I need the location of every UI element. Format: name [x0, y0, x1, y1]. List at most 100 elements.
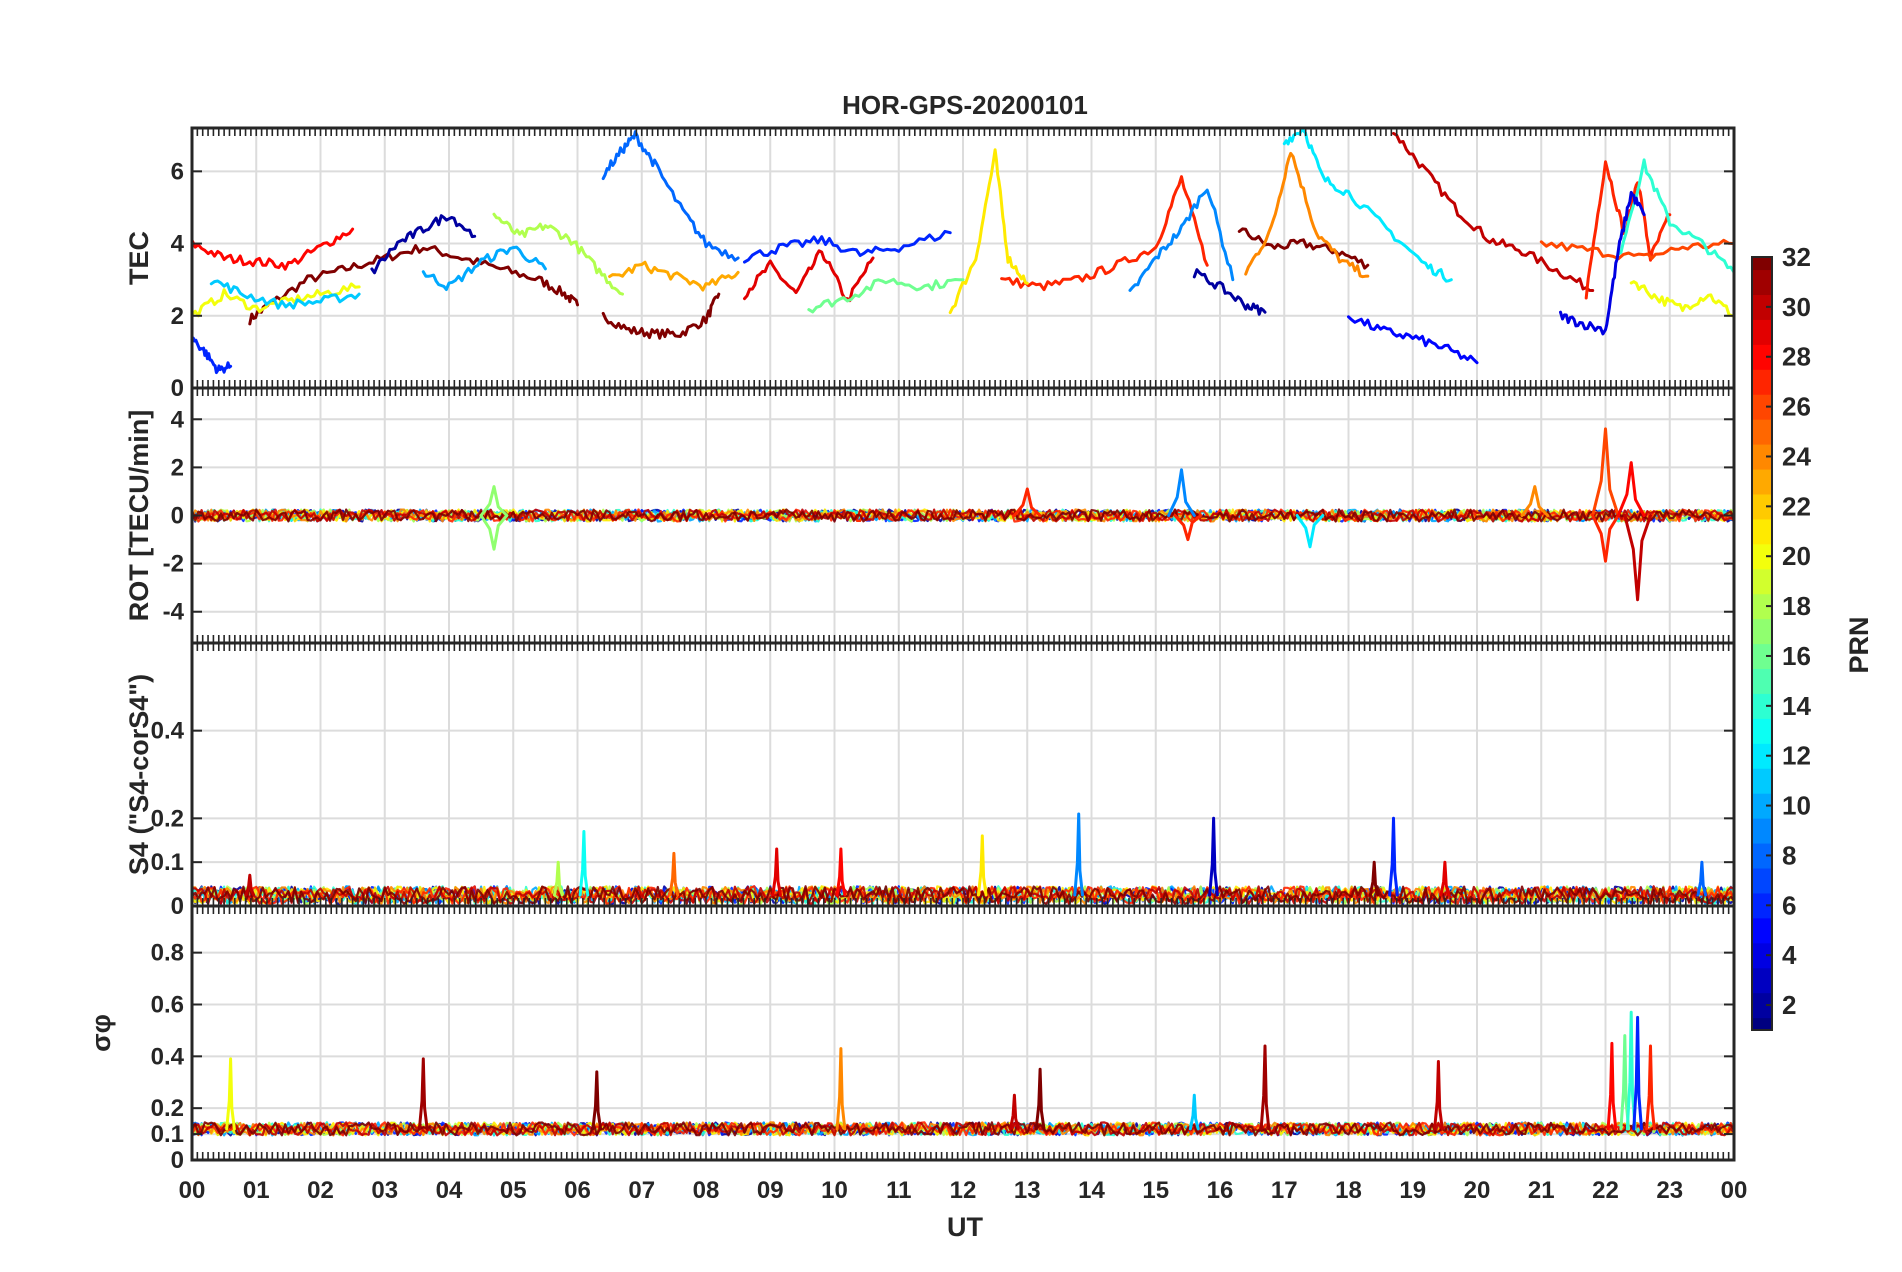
sigma_phi-spike-prn-31 — [417, 1057, 429, 1131]
tec-track-prn-32 — [248, 244, 579, 326]
rot-spike-prn-24 — [1520, 485, 1550, 517]
sigma_phi-spike-prn-31 — [1259, 1044, 1271, 1131]
y-axis-label: σφ — [86, 1014, 116, 1052]
colorbar-tick-label: 18 — [1782, 591, 1811, 621]
rot-spike-prn-27 — [1591, 514, 1620, 563]
rot-spike-prn-17 — [479, 514, 509, 551]
s4-spike-prn-13 — [578, 830, 590, 897]
x-tick-labels: 00 01 02 03 04 05 06 07 08 09 10 11 12 13 14 15 16 17 18 19… — [179, 1177, 1748, 1204]
panel-sigma_phi: 00.10.2 0.4 0.6 0.8 σφ — [86, 904, 1736, 1174]
x-tick-label: 18 — [1335, 1177, 1362, 1204]
colorbar-cell-19 — [1752, 568, 1772, 595]
tec-track-prn-32 — [601, 292, 721, 340]
tec-track-prn-6 — [743, 229, 952, 264]
y-tick-label: 0.1 — [151, 849, 184, 876]
x-tick-label: 01 — [243, 1177, 270, 1204]
s4-spike-prn-8 — [1696, 860, 1708, 897]
rot-noise-prn-30 — [190, 508, 1736, 523]
colorbar-cell-13 — [1752, 718, 1772, 744]
y-axis-label: S4 ("S4-corS4") — [124, 674, 154, 875]
y-tick-label: 4 — [171, 406, 185, 433]
colorbar-tick-label: 20 — [1782, 541, 1811, 571]
colorbar-tick-label: 12 — [1782, 741, 1811, 771]
y-tick-label: 0.2 — [151, 1095, 184, 1122]
sigma_phi-spike-prn-24 — [835, 1047, 847, 1131]
rot-spike-prn-9 — [1167, 468, 1196, 517]
colorbar-tick-label: 32 — [1782, 242, 1811, 272]
colorbar-tick-label: 28 — [1782, 342, 1811, 372]
sigma_phi-spike-prn-14 — [1625, 1010, 1637, 1131]
s4-spike-prn-30 — [244, 873, 256, 897]
data-rot — [190, 427, 1736, 602]
y-tick-label: 0.2 — [151, 805, 184, 832]
colorbar-cell-27 — [1752, 369, 1772, 395]
x-tick-label: 22 — [1592, 1177, 1619, 1204]
colorbar-tick-label: 2 — [1782, 990, 1796, 1020]
x-tick-label: 23 — [1656, 1177, 1683, 1204]
colorbar-cell-5 — [1752, 917, 1772, 944]
tec-track-prn-20 — [1629, 280, 1736, 318]
x-tick-label: 14 — [1078, 1177, 1105, 1204]
colorbar-tick-label: 6 — [1782, 890, 1796, 920]
x-tick-label: 12 — [950, 1177, 977, 1204]
colorbar-cell-17 — [1752, 618, 1772, 645]
y-tick-label: 0 — [171, 893, 184, 920]
y-tick-label: 0 — [171, 1147, 184, 1174]
colorbar-cell-24 — [1752, 444, 1772, 470]
x-tick-label: 09 — [757, 1177, 784, 1204]
x-axis-label: UT — [947, 1212, 983, 1242]
colorbar-cell-1 — [1752, 1017, 1772, 1031]
colorbar-tick-label: 4 — [1782, 940, 1797, 970]
sigma_phi-spike-prn-32 — [591, 1070, 603, 1131]
colorbar-cell-10 — [1752, 793, 1772, 819]
y-tick-label: 0 — [171, 375, 184, 402]
tec-track-prn-23 — [608, 260, 740, 292]
rot-spike-prn-17 — [479, 485, 509, 517]
colorbar-cell-21 — [1752, 518, 1772, 545]
chart-title: HOR-GPS-20200101 — [842, 90, 1088, 120]
x-tick-label: 17 — [1271, 1177, 1298, 1204]
colorbar-tick-label: 8 — [1782, 840, 1796, 870]
colorbar-cell-28 — [1752, 344, 1772, 370]
y-tick-label: 0.8 — [151, 940, 184, 967]
colorbar-cell-8 — [1752, 842, 1772, 869]
x-tick-label: 13 — [1014, 1177, 1041, 1204]
tec-track-prn-29 — [743, 249, 875, 303]
colorbar-cell-26 — [1752, 394, 1772, 420]
colorbar-cell-25 — [1752, 419, 1772, 445]
colorbar-cell-9 — [1752, 818, 1772, 844]
s4-spike-prn-28 — [835, 847, 847, 897]
colorbar-tick-label: 16 — [1782, 641, 1811, 671]
sigma_phi-noise-prn-32 — [190, 1121, 1736, 1137]
y-tick-label: 0.4 — [151, 1043, 185, 1070]
tec-track-prn-28 — [190, 227, 355, 271]
x-tick-label: 21 — [1528, 1177, 1555, 1204]
x-tick-label: 00 — [1721, 1177, 1748, 1204]
tec-track-prn-21 — [948, 148, 1029, 315]
s4-spike-prn-9 — [1073, 812, 1084, 897]
x-tick-label: 20 — [1464, 1177, 1491, 1204]
tec-track-prn-11 — [209, 279, 361, 310]
tec-track-prn-9 — [1128, 188, 1235, 292]
tec-track-prn-20 — [190, 282, 361, 318]
colorbar-cell-2 — [1752, 992, 1772, 1019]
sigma_phi-spike-prn-30 — [1433, 1060, 1444, 1131]
sigma_phi-spike-prn-27 — [1645, 1044, 1656, 1131]
colorbar-frame — [1751, 256, 1773, 1031]
x-tick-label: 08 — [693, 1177, 720, 1204]
x-tick-label: 11 — [886, 1177, 911, 1204]
tec-track-prn-5 — [1347, 315, 1479, 365]
y-tick-label: 0.6 — [151, 991, 184, 1018]
colorbar-cell-30 — [1752, 294, 1772, 320]
tec-track-prn-8 — [601, 130, 740, 262]
y-tick-label: -2 — [163, 551, 184, 578]
tec-track-prn-27 — [1000, 175, 1209, 292]
y-axis-label: TEC — [124, 231, 154, 285]
x-tick-label: 05 — [500, 1177, 527, 1204]
y-tick-label: 4 — [171, 231, 185, 258]
colorbar-cell-29 — [1752, 319, 1772, 345]
s4-spike-prn-3 — [1208, 816, 1219, 897]
tec-track-prn-4 — [1559, 190, 1646, 336]
